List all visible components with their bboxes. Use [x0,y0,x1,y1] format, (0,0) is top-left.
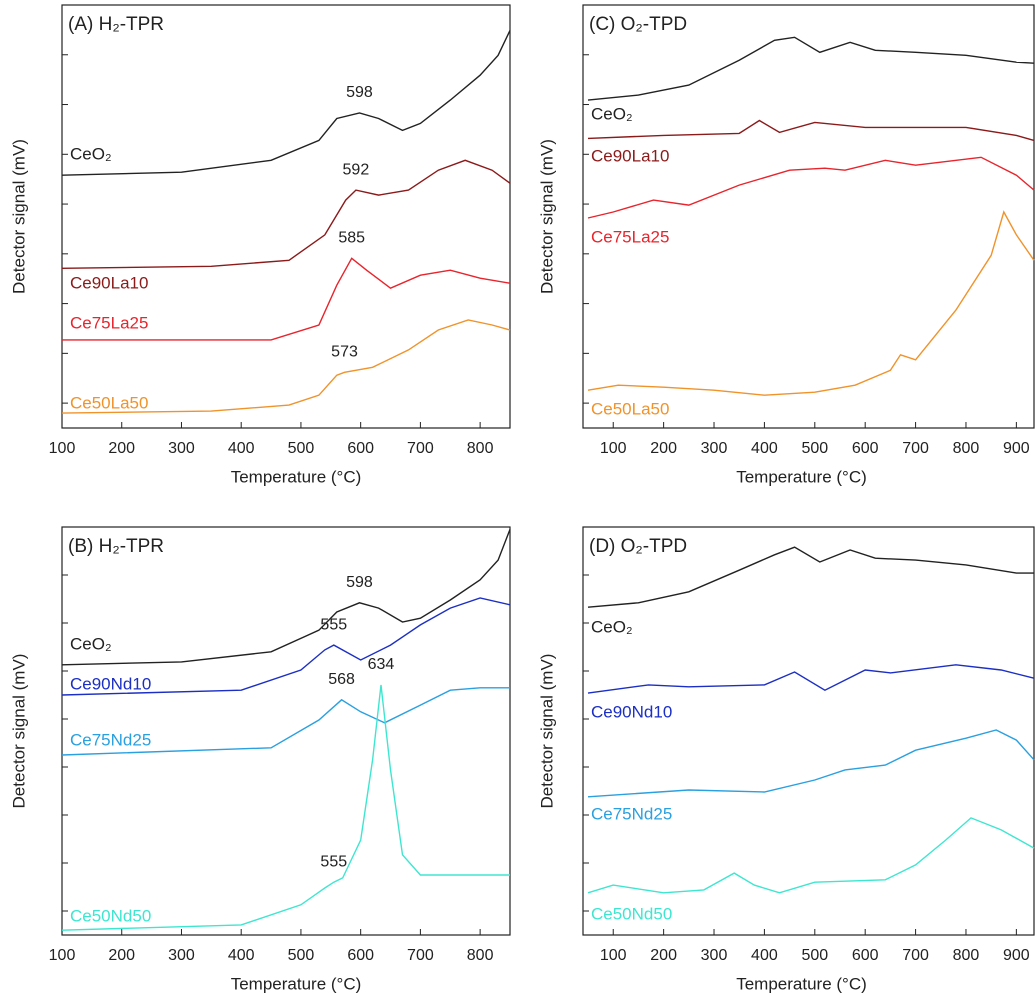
x-tick-label: 600 [347,947,374,964]
x-tick-label: 200 [108,947,135,964]
x-tick-label: 200 [650,440,677,457]
series-label: Ce75La25 [591,227,669,246]
series-line [587,210,1035,396]
series-label: Ce50Nd50 [591,904,672,923]
series-line [61,529,511,666]
series-line [62,257,511,341]
series-label: Ce90Nd10 [591,702,672,721]
x-tick-label: 400 [751,947,778,964]
series-label: CeO₂ [70,634,112,653]
x-tick-label: 500 [288,947,315,964]
x-tick-label: 700 [407,947,434,964]
x-tick-label: 500 [801,947,828,964]
series-label: Ce90La10 [70,273,148,292]
x-tick-label: 800 [953,947,980,964]
series-line [587,664,1035,694]
x-tick-label: 600 [852,947,879,964]
series-label: Ce90La10 [591,146,669,165]
peak-label: 568 [328,671,355,688]
x-tick-label: 300 [701,947,728,964]
peak-label: 634 [368,656,395,673]
series-line [587,156,1035,219]
chart-title: (B) H₂-TPR [68,536,164,557]
x-tick-label: 500 [801,440,828,457]
x-tick-label: 200 [650,947,677,964]
series-label: Ce90Nd10 [70,674,151,693]
x-tick-label: 300 [168,947,195,964]
x-axis-title: Temperature (°C) [231,467,362,486]
x-tick-label: 400 [751,440,778,457]
x-axis-title: Temperature (°C) [736,467,867,486]
x-tick-label: 700 [407,440,434,457]
peak-label: 555 [320,853,347,870]
x-tick-label: 400 [228,947,255,964]
x-tick-label: 800 [953,440,980,457]
series-label: CeO₂ [591,617,633,636]
peak-label: 555 [320,616,347,633]
plot-frame [61,4,511,429]
x-tick-label: 100 [600,947,627,964]
series-line [587,546,1034,608]
x-tick-label: 300 [701,440,728,457]
x-tick-label: 800 [467,947,494,964]
series-label: CeO₂ [70,144,112,163]
plot-frame [61,526,511,936]
x-tick-label: 600 [347,440,374,457]
peak-label: 598 [346,574,373,591]
chart-title: (C) O₂-TPD [589,14,687,35]
peak-label: 592 [343,161,370,178]
x-tick-label: 400 [228,440,255,457]
plot-frame [582,4,1035,429]
series-line [61,319,511,414]
series-line [587,729,1035,798]
series-label: CeO₂ [591,104,633,123]
series-label: Ce75La25 [70,313,148,332]
y-axis-title: Detector signal (mV) [9,139,28,294]
x-tick-label: 600 [852,440,879,457]
series-label: Ce50La50 [70,393,148,412]
chart-title: (A) H₂-TPR [68,14,164,35]
y-axis-title: Detector signal (mV) [537,654,556,809]
x-tick-label: 900 [1003,440,1030,457]
series-label: Ce50La50 [591,399,669,418]
series-line [61,597,511,696]
series-line [61,684,510,931]
series-line [587,119,1035,142]
series-label: Ce75Nd25 [591,804,672,823]
x-tick-label: 300 [168,440,195,457]
peak-label: 585 [338,230,365,247]
series-line [61,687,510,756]
x-tick-label: 500 [288,440,315,457]
x-tick-label: 700 [902,947,929,964]
series-line [61,159,511,269]
x-tick-label: 100 [49,947,76,964]
y-axis-title: Detector signal (mV) [9,654,28,809]
peak-label: 573 [331,343,358,360]
series-line [587,817,1035,894]
y-axis-title: Detector signal (mV) [537,139,556,294]
x-axis-title: Temperature (°C) [736,974,867,993]
x-tick-label: 700 [902,440,929,457]
x-tick-label: 800 [467,440,494,457]
series-label: Ce75Nd25 [70,730,151,749]
x-tick-label: 200 [108,440,135,457]
x-tick-label: 100 [49,440,76,457]
series-label: Ce50Nd50 [70,906,151,925]
x-tick-label: 900 [1003,947,1030,964]
series-line [61,30,511,176]
plot-frame [582,526,1035,936]
series-line [587,36,1035,101]
x-tick-label: 100 [600,440,627,457]
peak-label: 598 [346,84,373,101]
x-axis-title: Temperature (°C) [231,974,362,993]
chart-title: (D) O₂-TPD [589,536,687,557]
